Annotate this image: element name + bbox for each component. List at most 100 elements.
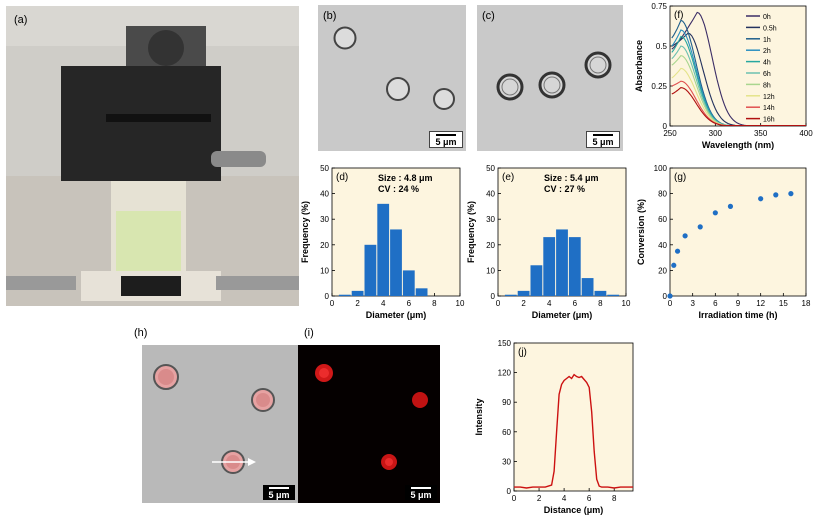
micrograph-h bbox=[142, 345, 298, 503]
annotation-cv: CV : 24 % bbox=[378, 184, 419, 194]
panel-label: (g) bbox=[674, 172, 686, 183]
profile-line bbox=[514, 373, 633, 489]
data-point bbox=[727, 203, 734, 209]
legend-label: 8h bbox=[763, 82, 771, 89]
panel-label: (i) bbox=[304, 327, 314, 339]
x-axis-label: Diameter (μm) bbox=[532, 310, 593, 320]
series-line bbox=[671, 87, 806, 127]
histogram-bar bbox=[351, 290, 364, 296]
scale-bar: 5 μm bbox=[263, 485, 295, 500]
data-point bbox=[758, 196, 764, 202]
data-point bbox=[667, 293, 673, 299]
x-tick-label: 400 bbox=[799, 129, 813, 138]
chart-g: 0 3 6 9 12 15 18 0 20 40 60 80 100 Irradiation time (… bbox=[636, 164, 811, 320]
y-tick-label: 90 bbox=[502, 398, 511, 407]
panel-label: (j) bbox=[518, 347, 527, 358]
x-axis-label: Diameter (μm) bbox=[366, 310, 427, 320]
panel-label: (b) bbox=[323, 10, 337, 22]
data-point bbox=[773, 192, 779, 198]
x-tick-label: 300 bbox=[709, 129, 723, 138]
x-axis-label: Distance (μm) bbox=[544, 505, 604, 515]
x-tick-label: 10 bbox=[622, 299, 631, 308]
x-tick-label: 2 bbox=[355, 299, 360, 308]
x-tick-label: 350 bbox=[754, 129, 768, 138]
annotation-size: Size : 4.8 μm bbox=[378, 173, 433, 183]
y-tick-label: 20 bbox=[658, 266, 667, 275]
scale-bar: 5 μm bbox=[429, 131, 463, 148]
y-axis-label: Intensity bbox=[474, 398, 484, 435]
x-tick-label: 3 bbox=[690, 299, 695, 308]
panel-b: (b) 5 μm bbox=[318, 5, 466, 151]
panel-i: (i) 5 μm bbox=[298, 327, 440, 503]
legend-label: 6h bbox=[763, 71, 771, 78]
x-axis-label: Irradiation time (h) bbox=[698, 310, 777, 320]
plot-area bbox=[513, 342, 634, 492]
x-tick-label: 0 bbox=[668, 299, 673, 308]
fluorescence-i bbox=[298, 345, 440, 503]
data-point bbox=[697, 224, 703, 230]
panel-d: 0 2 4 6 8 10 0 10 20 30 40 50 Diameter (μm) Frequency… bbox=[300, 160, 468, 332]
x-tick-label: 0 bbox=[512, 494, 517, 503]
y-tick-label: 150 bbox=[498, 339, 512, 348]
y-axis-label: Frequency (%) bbox=[300, 201, 310, 263]
histogram-bar bbox=[581, 278, 594, 296]
histogram-bar bbox=[338, 294, 351, 296]
legend-label: 0h bbox=[763, 14, 771, 21]
y-axis-label: Conversion (%) bbox=[636, 199, 646, 265]
annotation-cv: CV : 27 % bbox=[544, 184, 585, 194]
histogram-bar bbox=[607, 294, 620, 296]
x-tick-label: 8 bbox=[612, 494, 617, 503]
panel-label: (e) bbox=[502, 172, 514, 183]
y-tick-label: 20 bbox=[320, 241, 329, 250]
y-tick-label: 40 bbox=[320, 190, 329, 199]
x-tick-label: 4 bbox=[562, 494, 567, 503]
chart-d: 0 2 4 6 8 10 0 10 20 30 40 50 Diameter (μm) Frequency… bbox=[300, 164, 465, 320]
histogram-bar bbox=[415, 288, 428, 296]
y-tick-label: 10 bbox=[486, 266, 495, 275]
y-tick-label: 80 bbox=[658, 190, 667, 199]
scale-bar: 5 μm bbox=[586, 131, 620, 148]
x-tick-label: 12 bbox=[756, 299, 765, 308]
y-tick-label: 30 bbox=[486, 215, 495, 224]
x-tick-label: 15 bbox=[779, 299, 788, 308]
x-tick-label: 6 bbox=[713, 299, 718, 308]
y-tick-label: 30 bbox=[502, 457, 511, 466]
chart-e: 0 2 4 6 8 10 0 10 20 30 40 50 Diameter (μm) Frequency… bbox=[466, 164, 631, 320]
x-tick-label: 2 bbox=[521, 299, 526, 308]
panel-f: 250 300 350 400 0 0.25 0.5 0.75 Wavelength (nm) A… bbox=[628, 0, 813, 152]
legend-label: 0.5h bbox=[763, 25, 777, 32]
annotation-size: Size : 5.4 μm bbox=[544, 173, 599, 183]
histogram-bar bbox=[543, 237, 556, 296]
x-tick-label: 10 bbox=[456, 299, 465, 308]
panel-label: (a) bbox=[14, 14, 28, 26]
panel-j: 0 2 4 6 8 0 30 60 90 120 150 Distance (μm) Intensity… bbox=[468, 333, 640, 525]
photo-apparatus bbox=[6, 6, 299, 306]
x-tick-label: 0 bbox=[496, 299, 501, 308]
y-tick-label: 0.5 bbox=[656, 42, 668, 51]
y-tick-label: 120 bbox=[498, 369, 512, 378]
y-tick-label: 50 bbox=[320, 164, 329, 173]
y-tick-label: 40 bbox=[486, 190, 495, 199]
x-tick-label: 9 bbox=[736, 299, 741, 308]
histogram-bar bbox=[504, 294, 517, 296]
x-axis-label: Wavelength (nm) bbox=[702, 140, 774, 150]
y-tick-label: 100 bbox=[654, 164, 668, 173]
data-point bbox=[671, 262, 677, 268]
y-axis-label: Frequency (%) bbox=[466, 201, 476, 263]
legend-label: 14h bbox=[763, 105, 775, 112]
y-tick-label: 30 bbox=[320, 215, 329, 224]
x-tick-label: 6 bbox=[407, 299, 412, 308]
y-tick-label: 60 bbox=[658, 215, 667, 224]
y-tick-label: 0 bbox=[507, 487, 512, 496]
panel-label: (d) bbox=[336, 172, 348, 183]
histogram-bar bbox=[568, 237, 581, 296]
y-tick-label: 20 bbox=[486, 241, 495, 250]
y-tick-label: 0 bbox=[663, 122, 668, 131]
y-tick-label: 40 bbox=[658, 241, 667, 250]
y-tick-label: 10 bbox=[320, 266, 329, 275]
panel-g: 0 3 6 9 12 15 18 0 20 40 60 80 100 Irradiation time (… bbox=[632, 160, 813, 332]
data-point bbox=[712, 210, 718, 216]
x-tick-label: 8 bbox=[432, 299, 437, 308]
y-tick-label: 0 bbox=[325, 292, 330, 301]
histogram-bar bbox=[517, 290, 530, 296]
